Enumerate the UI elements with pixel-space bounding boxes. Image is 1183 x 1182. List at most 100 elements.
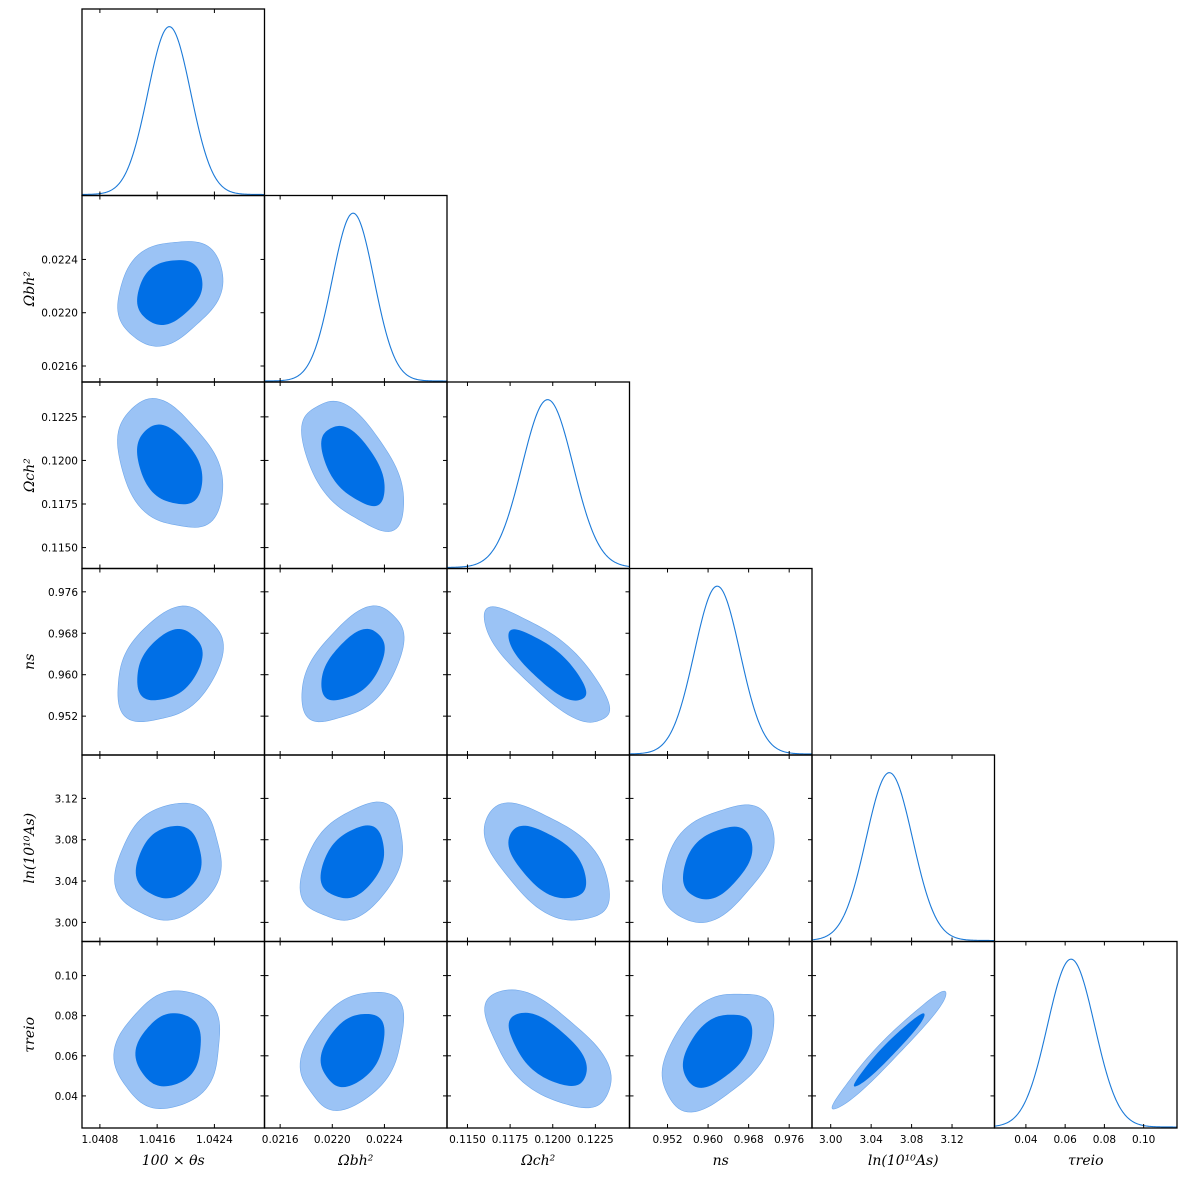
marginal-tau_reio (994, 958, 1177, 1128)
marginal-omega_c (446, 399, 630, 568)
panel-omega_b-omega_b (263, 194, 448, 383)
y-tick-label: 3.08 (55, 835, 78, 847)
y-axis-label: ns (22, 654, 38, 670)
x-tick-label: 0.1150 (449, 1134, 486, 1146)
panel-frame (811, 754, 996, 943)
panel-frame (993, 940, 1178, 1129)
x-tick-label: 0.10 (1132, 1134, 1155, 1146)
y-tick-label: 0.08 (55, 1011, 78, 1023)
x-tick-label: 0.04 (1014, 1134, 1038, 1146)
x-tick-label: 0.0220 (314, 1134, 351, 1146)
contour-68-ln10As-omega_b (320, 825, 385, 899)
x-tick-label: 0.1175 (492, 1134, 529, 1146)
y-tick-label: 0.10 (55, 971, 78, 983)
x-tick-label: 0.06 (1053, 1134, 1077, 1146)
x-tick-label: 1.0408 (82, 1134, 119, 1146)
contour-68-n_s-omega_c (508, 629, 587, 701)
panel-ln10As-omega_c (446, 754, 631, 943)
y-tick-label: 0.06 (55, 1051, 79, 1063)
marginal-omega_b (264, 212, 447, 382)
y-tick-label: 0.0224 (41, 254, 78, 266)
y-tick-label: 0.968 (48, 628, 78, 640)
panel-tau_reio-omega_c (446, 940, 631, 1129)
panel-ln10As-n_s (628, 754, 813, 943)
contour-68-omega_c-theta_s (137, 424, 203, 505)
contour-68-tau_reio-n_s (682, 1014, 753, 1088)
x-tick-label: 0.968 (734, 1134, 764, 1146)
marginal-theta_s (81, 26, 265, 196)
x-tick-label: 0.08 (1093, 1134, 1116, 1146)
marginal-n_s (629, 585, 813, 755)
y-tick-label: 0.04 (55, 1091, 79, 1103)
x-tick-label: 0.0216 (262, 1134, 299, 1146)
x-tick-label: 0.1225 (577, 1134, 614, 1146)
y-tick-label: 0.952 (48, 711, 78, 723)
panel-theta_s-theta_s (81, 8, 266, 197)
x-axis-label: Ωch² (520, 1153, 555, 1169)
contour-68-tau_reio-omega_b (320, 1013, 385, 1088)
contour-68-tau_reio-theta_s (135, 1013, 201, 1087)
y-tick-label: 3.00 (55, 917, 78, 929)
y-tick-label: 0.1150 (41, 543, 78, 555)
panel-n_s-omega_b (263, 567, 448, 756)
panel-n_s-theta_s (81, 567, 266, 756)
x-tick-label: 0.952 (652, 1134, 682, 1146)
panel-ln10As-ln10As (811, 754, 996, 943)
panel-frame (628, 567, 813, 756)
y-tick-label: 3.12 (55, 793, 78, 805)
y-tick-label: 0.976 (48, 587, 78, 599)
contour-68-n_s-omega_b (321, 628, 385, 701)
y-axis-label: τreio (22, 1017, 38, 1053)
x-tick-label: 0.1200 (534, 1134, 571, 1146)
x-axis-label: 100 × θs (142, 1153, 205, 1169)
panel-tau_reio-omega_b (263, 940, 448, 1129)
y-tick-label: 0.1200 (41, 455, 78, 467)
x-tick-label: 3.08 (900, 1134, 923, 1146)
panel-tau_reio-ln10As (811, 940, 996, 1129)
contour-68-tau_reio-ln10As (853, 1013, 925, 1087)
x-tick-label: 3.12 (940, 1134, 963, 1146)
y-tick-label: 3.04 (55, 876, 79, 888)
panel-omega_b-theta_s (81, 194, 266, 383)
panel-tau_reio-n_s (628, 940, 813, 1129)
marginal-ln10As (811, 772, 995, 942)
x-axis-label: ns (713, 1153, 729, 1169)
contour-68-ln10As-theta_s (135, 825, 202, 899)
contour-68-omega_c-omega_b (321, 425, 385, 507)
y-axis-label: Ωbh² (22, 271, 38, 308)
panel-n_s-n_s (628, 567, 813, 756)
x-axis-label: ln(10¹⁰As) (868, 1153, 939, 1169)
y-axis-label: ln(10¹⁰As) (22, 813, 38, 884)
panel-ln10As-theta_s (81, 754, 266, 943)
contour-68-n_s-theta_s (137, 628, 203, 701)
panel-frame (263, 194, 448, 383)
contour-68-ln10As-omega_c (508, 825, 587, 899)
contour-68-omega_b-theta_s (137, 260, 203, 325)
panel-omega_c-omega_b (263, 381, 448, 570)
x-tick-label: 0.0224 (366, 1134, 403, 1146)
contour-68-ln10As-n_s (683, 826, 753, 900)
x-tick-label: 3.00 (819, 1134, 842, 1146)
panel-omega_c-theta_s (81, 381, 266, 570)
panel-frame (81, 8, 266, 197)
panel-tau_reio-tau_reio (993, 940, 1178, 1129)
y-tick-label: 0.1175 (41, 499, 78, 511)
x-tick-label: 1.0424 (196, 1134, 233, 1146)
y-tick-label: 0.0216 (41, 361, 78, 373)
panel-n_s-omega_c (446, 567, 631, 756)
x-tick-label: 0.960 (693, 1134, 723, 1146)
y-tick-label: 0.1225 (41, 412, 78, 424)
panel-tau_reio-theta_s (81, 940, 266, 1129)
x-tick-label: 3.04 (859, 1134, 883, 1146)
x-axis-label: Ωbh² (337, 1153, 374, 1169)
x-axis-label: τreio (1068, 1153, 1104, 1169)
contour-68-tau_reio-omega_c (508, 1012, 587, 1086)
y-tick-label: 0.960 (48, 670, 78, 682)
y-axis-label: Ωch² (22, 458, 38, 493)
panel-omega_c-omega_c (446, 381, 631, 570)
x-tick-label: 0.976 (774, 1134, 804, 1146)
y-tick-label: 0.0220 (41, 308, 78, 320)
x-tick-label: 1.0416 (139, 1134, 176, 1146)
panel-ln10As-omega_b (263, 754, 448, 943)
